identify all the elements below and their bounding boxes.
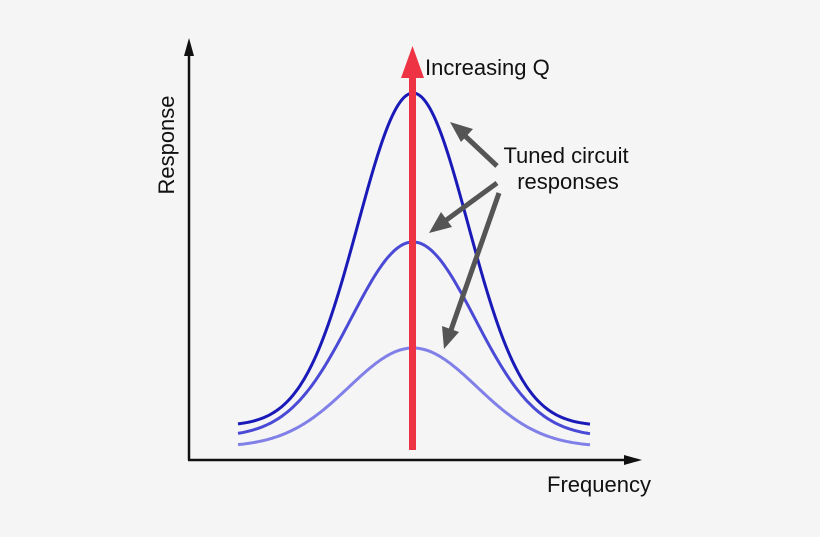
x-axis-arrowhead: [624, 455, 642, 465]
y-axis-arrowhead: [184, 38, 194, 56]
increasing-q-arrowhead: [401, 46, 424, 78]
pointer-arrow-mid: [429, 180, 499, 233]
curves-label-line2: responses: [517, 169, 619, 194]
pointer-arrow-low: [442, 192, 502, 349]
increasing-q-label: Increasing Q: [425, 55, 550, 80]
x-axis-label: Frequency: [547, 472, 651, 497]
increasing-q-arrow-shaft: [409, 72, 416, 450]
y-axis-label: Response: [154, 95, 179, 194]
pointer-arrow-high: [450, 122, 499, 168]
curves-label-line1: Tuned circuit: [503, 143, 628, 168]
